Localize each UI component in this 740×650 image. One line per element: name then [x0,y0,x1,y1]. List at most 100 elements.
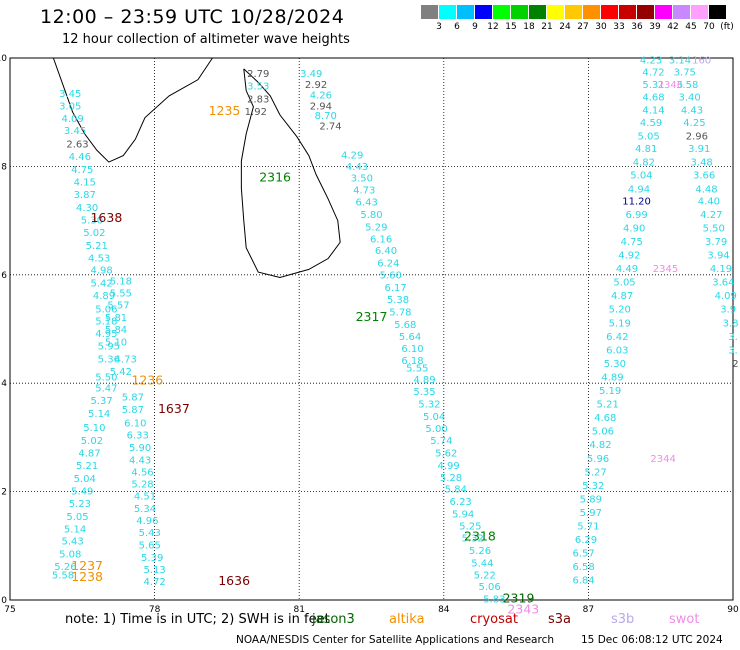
wave-height-label: 5.32 [418,400,440,411]
wave-height-label: 5.08 [59,550,81,561]
wave-height-label: 5.18 [95,317,117,328]
scale-label: 18 [523,22,535,32]
wave-height-label: 5.64 [399,332,421,343]
scale-label: 21 [541,22,553,32]
wave-height-label: 4.15 [74,177,96,188]
scale-swatch [475,5,492,19]
wave-height-label: 6.18 [401,356,423,367]
wave-height-label: 4.09 [715,291,737,302]
wave-height-label: 6.24 [377,259,399,270]
wave-height-label: 5.31 [642,80,664,91]
wave-height-label: 4.68 [642,92,664,103]
wave-height-label: 4.82 [589,440,611,451]
wave-height-label: 4.23 [640,55,662,66]
track-time-label: 2319 [503,591,535,606]
track-time-label: 1236 [131,372,163,387]
wave-height-label: 5.39 [141,553,163,564]
wave-height-label: 4.43 [346,162,368,173]
wave-height-label: 2.96 [686,131,708,142]
track-time-label: 1235 [209,103,241,118]
scale-swatch [565,5,582,19]
scale-swatch [421,5,438,19]
wave-height-label: 5.10 [105,337,127,348]
track-time-label: 1636 [218,573,250,588]
wave-height-label: 6.16 [370,234,392,245]
wave-height-label: 2 [732,359,738,370]
wave-height-label: 4.27 [700,210,722,221]
wave-height-label: 6.43 [356,197,378,208]
scale-label: 70 [703,22,715,32]
wave-height-label: 2.92 [305,80,327,91]
y-tick-label: 10 [0,54,7,64]
wave-height-label: 5.49 [71,486,93,497]
wave-height-label: 6.40 [375,246,397,257]
satellite-legend-item-altika: altika [389,612,425,627]
wave-height-label: 5.97 [580,508,602,519]
wave-height-label: 4.72 [642,67,664,78]
wave-height-label: 2345 [653,264,678,275]
wave-height-label: 5.81 [105,313,127,324]
x-tick-label: 78 [149,605,161,615]
wave-height-label: 5.38 [387,295,409,306]
wave-height-label: 3. [728,332,738,343]
scale-swatch [439,5,456,19]
track-time-label: 2317 [356,309,388,324]
wave-height-label: 4.51 [134,492,156,503]
scale-label: 6 [454,22,460,32]
wave-height-label: 5.44 [471,558,493,569]
track-time-label: 2318 [464,528,496,543]
wave-height-label: 5.30 [81,215,103,226]
wave-height-label: 6.42 [606,332,628,343]
wave-height-label: 5.60 [380,271,402,282]
wave-height-label: 4.89 [601,372,623,383]
page-subtitle: 12 hour collection of altimeter wave hei… [62,32,350,47]
wave-height-label: 4.30 [76,203,98,214]
wave-height-label: 3.53 [247,81,269,92]
scale-label: 3 [436,22,442,32]
wave-height-label: 5.22 [474,570,496,581]
wave-height-label: 6.17 [384,283,406,294]
wave-height-label: 4.29 [341,150,363,161]
generation-timestamp: 15 Dec 06:08:12 UTC 2024 [581,634,723,646]
wave-height-label: 5.32 [582,481,604,492]
wave-height-label: 5.02 [83,228,105,239]
wave-height-label: 5.21 [86,241,108,252]
scale-swatch [493,5,510,19]
scale-label: 45 [685,22,697,32]
wave-height-label: 5.04 [630,170,652,181]
x-tick-label: 90 [727,605,739,615]
wave-height-label: 5.43 [139,528,161,539]
wave-height-label: 5.55 [406,363,428,374]
scale-swatch [691,5,708,19]
wave-height-label: 3.49 [300,69,322,80]
wave-height-label: 3.91 [688,144,710,155]
wave-height-label: 6.03 [606,345,628,356]
scale-swatch [583,5,600,19]
wave-height-label: 4.73 [115,355,137,366]
wave-height-label: 2.94 [310,101,332,112]
wave-height-label: 3.9 [720,305,736,316]
wave-height-label: 4.43 [129,455,151,466]
wave-height-label: 5.62 [435,448,457,459]
wave-height-label: 5.04 [423,412,445,423]
wave-height-label: 5.83 [483,595,505,606]
track-time-label: 2343 [507,602,539,617]
track-time-label: 1637 [158,401,190,416]
wave-height-label: 3.87 [74,190,96,201]
scale-label: 36 [631,22,643,32]
wave-height-label: 3.40 [678,92,700,103]
wave-height-label: 4.09 [62,114,84,125]
y-tick-label: 0 [1,596,7,606]
wave-height-label: 6.58 [572,562,594,573]
wave-height-label: 5.68 [394,320,416,331]
coastline-sri-lanka [240,68,341,279]
wave-height-label: 5.14 [64,524,86,535]
scale-swatch [601,5,618,19]
y-tick-label: 4 [1,379,7,389]
wave-height-label: 4.26 [310,91,332,102]
wave-height-label: 4.25 [683,118,705,129]
wave-height-label: 8.70 [315,111,337,122]
wave-height-label: 5.34 [134,504,156,515]
wave-height-label: 3. [728,345,738,356]
wave-height-label: 5.06 [592,427,614,438]
